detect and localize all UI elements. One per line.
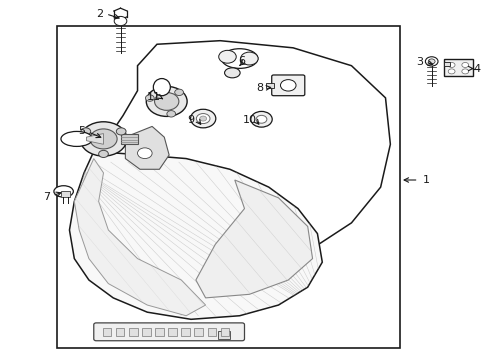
Bar [155,328,163,337]
Bar [220,328,229,337]
Bar [443,62,449,66]
Ellipse shape [221,49,257,68]
Text: 6: 6 [238,56,245,66]
Circle shape [114,17,126,26]
Circle shape [137,148,152,158]
Circle shape [81,128,90,135]
Circle shape [461,63,468,67]
Polygon shape [74,158,205,316]
Circle shape [99,150,108,157]
Circle shape [146,86,187,116]
Text: 10: 10 [242,115,256,125]
Bar [142,328,150,337]
Circle shape [200,116,206,121]
Circle shape [174,89,183,95]
Circle shape [90,129,117,149]
Bar [61,192,70,197]
Circle shape [427,59,434,64]
Circle shape [196,113,209,123]
Bar [128,328,137,337]
Circle shape [80,122,126,156]
Bar [194,328,203,337]
Circle shape [461,69,468,74]
Bar [181,328,190,337]
Polygon shape [84,41,389,276]
Text: 8: 8 [256,83,263,93]
Polygon shape [69,152,322,319]
Polygon shape [125,126,169,169]
Bar [168,328,177,337]
Circle shape [240,52,258,65]
Ellipse shape [54,186,73,197]
Text: 2: 2 [96,9,103,19]
FancyBboxPatch shape [94,323,244,341]
Bar [266,83,274,88]
Bar [217,331,229,339]
Bar [207,328,216,337]
Text: 4: 4 [472,64,480,73]
Circle shape [425,57,437,66]
Bar [443,59,472,76]
Circle shape [447,69,454,74]
FancyBboxPatch shape [271,75,304,96]
Ellipse shape [153,78,170,96]
Bar [116,328,124,337]
Bar [120,134,137,144]
Text: 7: 7 [43,192,50,202]
Ellipse shape [61,131,92,147]
Polygon shape [86,134,103,144]
Circle shape [190,109,215,128]
Bar [102,328,111,337]
Text: 3: 3 [415,57,422,67]
Circle shape [280,80,295,91]
Polygon shape [196,180,312,298]
Circle shape [447,63,454,67]
Circle shape [154,93,179,111]
Ellipse shape [224,68,240,78]
Bar [57,26,399,348]
Circle shape [250,111,272,127]
Circle shape [256,115,266,123]
Text: 1: 1 [422,175,428,185]
Circle shape [218,50,236,63]
Text: 9: 9 [187,115,194,125]
Text: 11: 11 [147,92,161,102]
Circle shape [116,128,126,135]
Circle shape [166,111,175,117]
Circle shape [145,95,154,101]
Text: 5: 5 [79,126,85,136]
